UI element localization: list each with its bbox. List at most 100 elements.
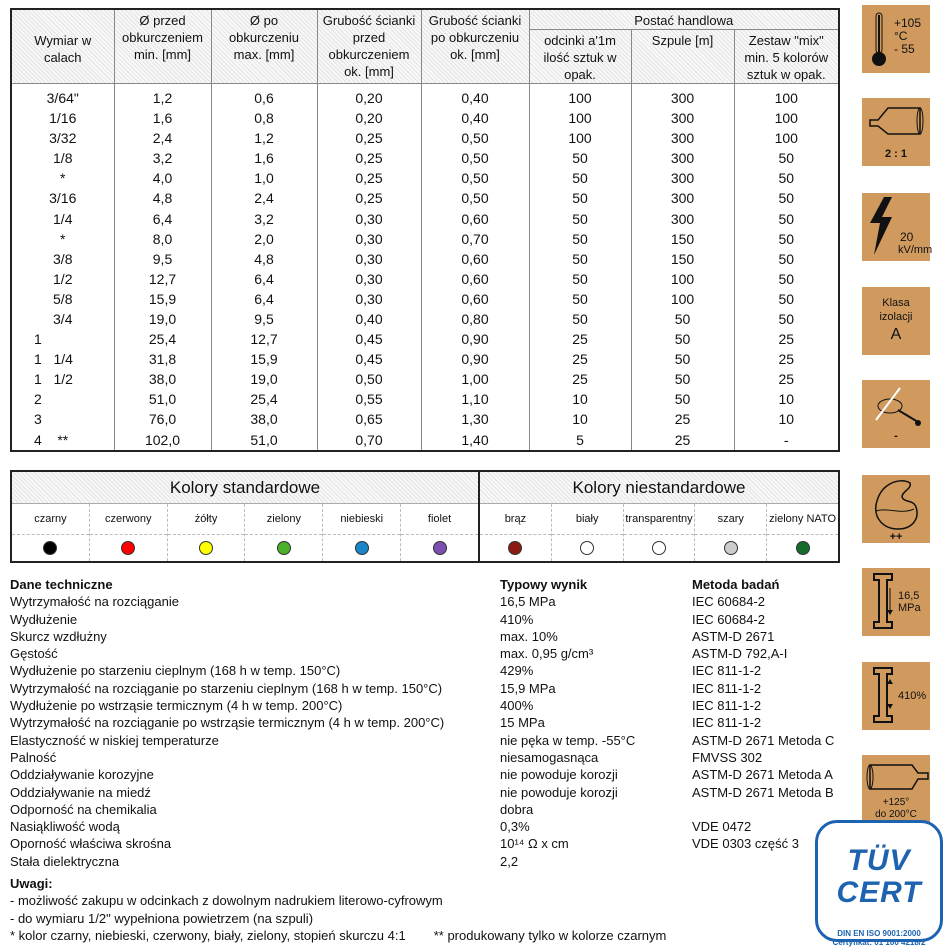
spec-cell: 2,4	[113, 128, 211, 149]
elongation-icon: 410%	[862, 662, 930, 730]
tech-row: Wydłużenie po wstrząsie termicznym (4 h …	[10, 697, 850, 714]
spec-cell: 50	[733, 208, 839, 229]
spec-cell: 50	[733, 148, 839, 169]
spec-cell: 4,8	[113, 188, 211, 209]
tech-header-result: Typowy wynik	[500, 577, 588, 592]
spec-row: 4 ** 102,0 51,0 0,70 1,40 5 25-	[11, 429, 839, 451]
shrink-temperature-icon: +125° do 200°C	[862, 755, 930, 823]
spec-row: 3/8 9,5 4,8 0,30 0,60 50 150 50	[11, 248, 839, 269]
tech-property: Nasiąkliwość wodą	[10, 819, 120, 835]
spec-cell: 25	[733, 349, 839, 370]
spec-cell: 100	[733, 83, 839, 108]
tech-method: ASTM-D 2671	[692, 628, 775, 644]
spec-cell: 10	[733, 389, 839, 410]
tuv-brand: TÜV CERT	[836, 844, 922, 909]
spec-cell: 25,4	[113, 329, 211, 350]
spec-cell: 4 **	[34, 431, 69, 448]
spec-row: 5/8 15,9 6,4 0,30 0,60 50 100 50	[11, 288, 839, 309]
tech-property: Wytrzymałość na rozciąganie	[10, 594, 179, 610]
cert-standard: DIN EN ISO 9001:2000	[837, 929, 921, 938]
spec-cell: 2,0	[210, 228, 317, 249]
notes: Uwagi: - możliwość zakupu w odcinkach z …	[10, 875, 666, 944]
spec-cell: 0,25	[316, 148, 421, 169]
nonstandard-colors-title: Kolory niestandardowe	[480, 472, 838, 504]
colors-table: Kolory standardowe czarny czerwony żółty zi…	[10, 470, 840, 563]
spec-cell: 0,25	[316, 128, 421, 149]
spec-cell: 0,50	[316, 369, 421, 390]
color-dot	[43, 541, 58, 555]
color-name: żółty	[167, 504, 245, 535]
tech-property: Oporność właściwa skrośna	[10, 836, 172, 852]
spec-cell: *	[60, 170, 66, 187]
tech-row: Elastyczność w niskiej temperaturze nie p…	[10, 732, 850, 749]
spec-row: 3/32 2,4 1,2 0,25 0,50 100 300 100	[11, 128, 839, 149]
color-swatch: zielony NATO	[766, 504, 838, 561]
spec-cell: 0,60	[420, 288, 529, 309]
tech-row: Oporność właściwa skrośna 10¹⁴ Ω x cm VDE …	[10, 835, 850, 852]
tech-row: Palność niesamogasnąca FMVSS 302	[10, 749, 850, 766]
spec-cell: *	[60, 230, 66, 247]
spec-cell: 1,0	[210, 168, 317, 189]
spec-cell: 15,9	[210, 349, 317, 370]
flame-retardancy-icon: -	[862, 380, 930, 448]
spec-cell: 0,25	[316, 168, 421, 189]
spec-cell: 50	[733, 308, 839, 330]
tech-result: nie powoduje korozji	[500, 784, 618, 800]
color-dot	[121, 541, 136, 555]
color-name: niebieski	[323, 504, 401, 535]
spec-cell: 0,90	[420, 349, 529, 370]
spec-row: 1 25,4 12,7 0,45 0,90 25 50 25	[11, 329, 839, 350]
tech-row: Gęstość max. 0,95 g/cm³ ASTM-D 792,A-I	[10, 645, 850, 662]
spec-cell: 1/4	[53, 210, 73, 227]
header-size: Wymiar w calach	[34, 33, 92, 65]
spec-cell: 25	[528, 369, 631, 390]
spec-cell: 300	[630, 188, 734, 209]
tech-row: Skurcz wzdłużny max. 10% ASTM-D 2671	[10, 628, 850, 645]
spec-cell: 0,50	[420, 148, 529, 169]
tech-result: 429%	[500, 663, 534, 679]
spec-cell: 3,2	[113, 148, 211, 169]
spec-cell: 0,65	[316, 409, 421, 430]
spec-cell: 300	[630, 128, 734, 149]
spec-cell: 1,2	[210, 128, 317, 149]
tech-method: ASTM-D 2671 Metoda C	[692, 732, 835, 748]
tech-row: Wytrzymałość na rozciąganie 16,5 MPa IEC 6…	[10, 593, 850, 610]
color-name: zielony	[245, 504, 323, 535]
spec-cell: 100	[630, 288, 734, 309]
spec-cell: 50	[528, 148, 631, 169]
spec-cell: 3,2	[210, 208, 317, 229]
spec-cell: 76,0	[113, 409, 211, 430]
tech-header-method: Metoda badań	[692, 577, 780, 592]
spec-row: * 8,0 2,0 0,30 0,70 50 150 50	[11, 228, 839, 249]
spec-cell: 25,4	[210, 389, 317, 410]
spec-cell: 25	[733, 369, 839, 390]
tensile-strength-icon: 16,5 MPa	[862, 568, 930, 636]
header-d-before: Ø przed obkurczeniem min. [mm]	[113, 9, 211, 84]
spec-cell: 4,0	[113, 168, 211, 189]
spec-row: 1/8 3,2 1,6 0,25 0,50 50 300 50	[11, 148, 839, 169]
tech-property: Wydłużenie	[10, 611, 78, 627]
tech-method: ASTM-D 2671 Metoda B	[692, 784, 834, 800]
spec-cell: 2	[34, 391, 42, 408]
tech-row: Oddziaływanie korozyjne nie powoduje koro…	[10, 766, 850, 783]
spec-cell: 1,10	[420, 389, 529, 410]
color-dot	[795, 541, 810, 555]
spec-cell: 10	[733, 409, 839, 430]
spec-cell: 1/8	[53, 150, 73, 167]
tech-result: dobra	[500, 801, 534, 817]
color-name: czerwony	[89, 504, 167, 535]
spec-cell: 50	[733, 168, 839, 189]
tech-property: Oddziaływanie korozyjne	[10, 767, 154, 783]
spec-cell: 50	[733, 248, 839, 269]
color-dot	[432, 541, 447, 555]
tech-property: Oddziaływanie na miedź	[10, 784, 151, 800]
color-name: zielony NATO	[767, 504, 838, 535]
spec-row: 3/64" 1,2 0,6 0,20 0,40 100 300 100	[11, 83, 839, 108]
note-line: - możliwość zakupu w odcinkach z dowolny…	[10, 893, 443, 909]
spec-cell: 0,45	[316, 349, 421, 370]
spec-cell: 150	[630, 248, 734, 269]
spec-cell: 9,5	[210, 308, 317, 330]
tech-row: Wytrzymałość na rozciąganie po wstrząsie…	[10, 714, 850, 731]
color-name: szary	[695, 504, 767, 535]
tech-result: niesamogasnąca	[500, 749, 599, 765]
